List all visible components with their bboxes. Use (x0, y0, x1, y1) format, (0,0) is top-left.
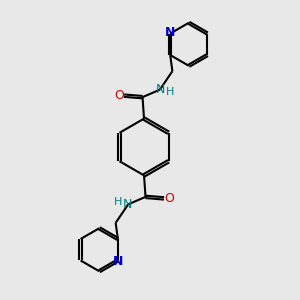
Text: N: N (123, 198, 133, 211)
Text: N: N (165, 26, 175, 39)
Text: N: N (155, 83, 165, 96)
Text: O: O (114, 89, 124, 102)
Text: O: O (164, 192, 174, 205)
Text: N: N (113, 255, 123, 268)
Text: H: H (114, 197, 122, 207)
Text: H: H (166, 87, 174, 97)
